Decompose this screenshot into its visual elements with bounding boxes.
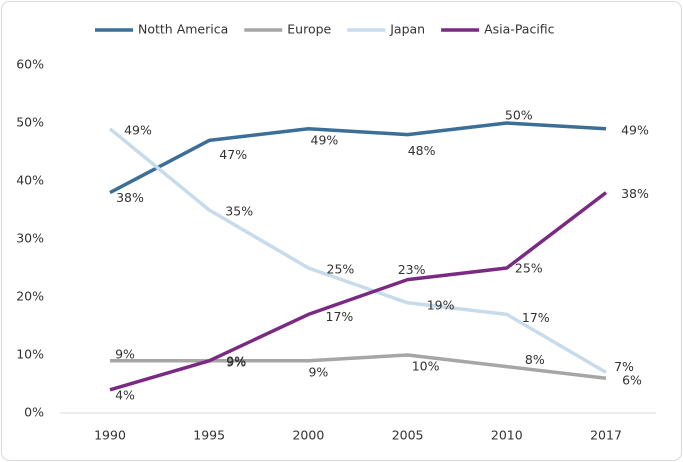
data-label: 17%: [326, 309, 354, 324]
data-label: 25%: [327, 262, 355, 277]
y-tick-label: 60%: [16, 57, 44, 72]
legend-label: Europe: [287, 22, 331, 37]
line: [110, 353, 607, 380]
data-label: 23%: [398, 262, 426, 277]
data-label: 6%: [622, 373, 642, 388]
data-label: 49%: [621, 122, 649, 137]
data-label: 9%: [226, 354, 246, 369]
data-label: 50%: [505, 108, 533, 123]
legend-label: Japan: [389, 22, 425, 37]
y-tick-label: 30%: [16, 231, 44, 246]
x-tick-label: 2005: [392, 428, 424, 443]
data-label: 38%: [116, 190, 144, 205]
y-tick-label: 50%: [16, 115, 44, 130]
data-label: 48%: [408, 143, 436, 158]
data-label: 49%: [124, 122, 152, 137]
data-label: 8%: [525, 352, 545, 367]
data-label: 17%: [522, 310, 550, 325]
data-label: 9%: [226, 353, 246, 368]
y-tick-label: 0%: [24, 405, 44, 420]
data-label: 35%: [225, 204, 253, 219]
data-label: 25%: [515, 261, 543, 276]
legend-label: Asia-Pacific: [484, 22, 555, 37]
data-label: 9%: [308, 364, 328, 379]
line: [109, 121, 607, 195]
data-label: 7%: [614, 359, 634, 374]
line: [109, 191, 608, 392]
line: [108, 127, 607, 374]
data-label: 19%: [427, 297, 455, 312]
data-label: 47%: [219, 147, 247, 162]
x-tick-label: 2017: [590, 428, 622, 443]
data-label: 10%: [412, 359, 440, 374]
data-label: 4%: [115, 387, 135, 402]
x-tick-label: 2000: [292, 428, 324, 443]
data-label: 49%: [311, 132, 339, 147]
legend-label: Notth America: [138, 22, 228, 37]
x-tick-label: 2010: [491, 428, 523, 443]
y-tick-label: 20%: [16, 289, 44, 304]
data-label: 9%: [115, 346, 135, 361]
x-tick-label: 1995: [193, 428, 225, 443]
y-tick-label: 40%: [16, 173, 44, 188]
y-tick-label: 10%: [16, 347, 44, 362]
data-label: 38%: [621, 186, 649, 201]
x-tick-label: 1990: [94, 428, 126, 443]
